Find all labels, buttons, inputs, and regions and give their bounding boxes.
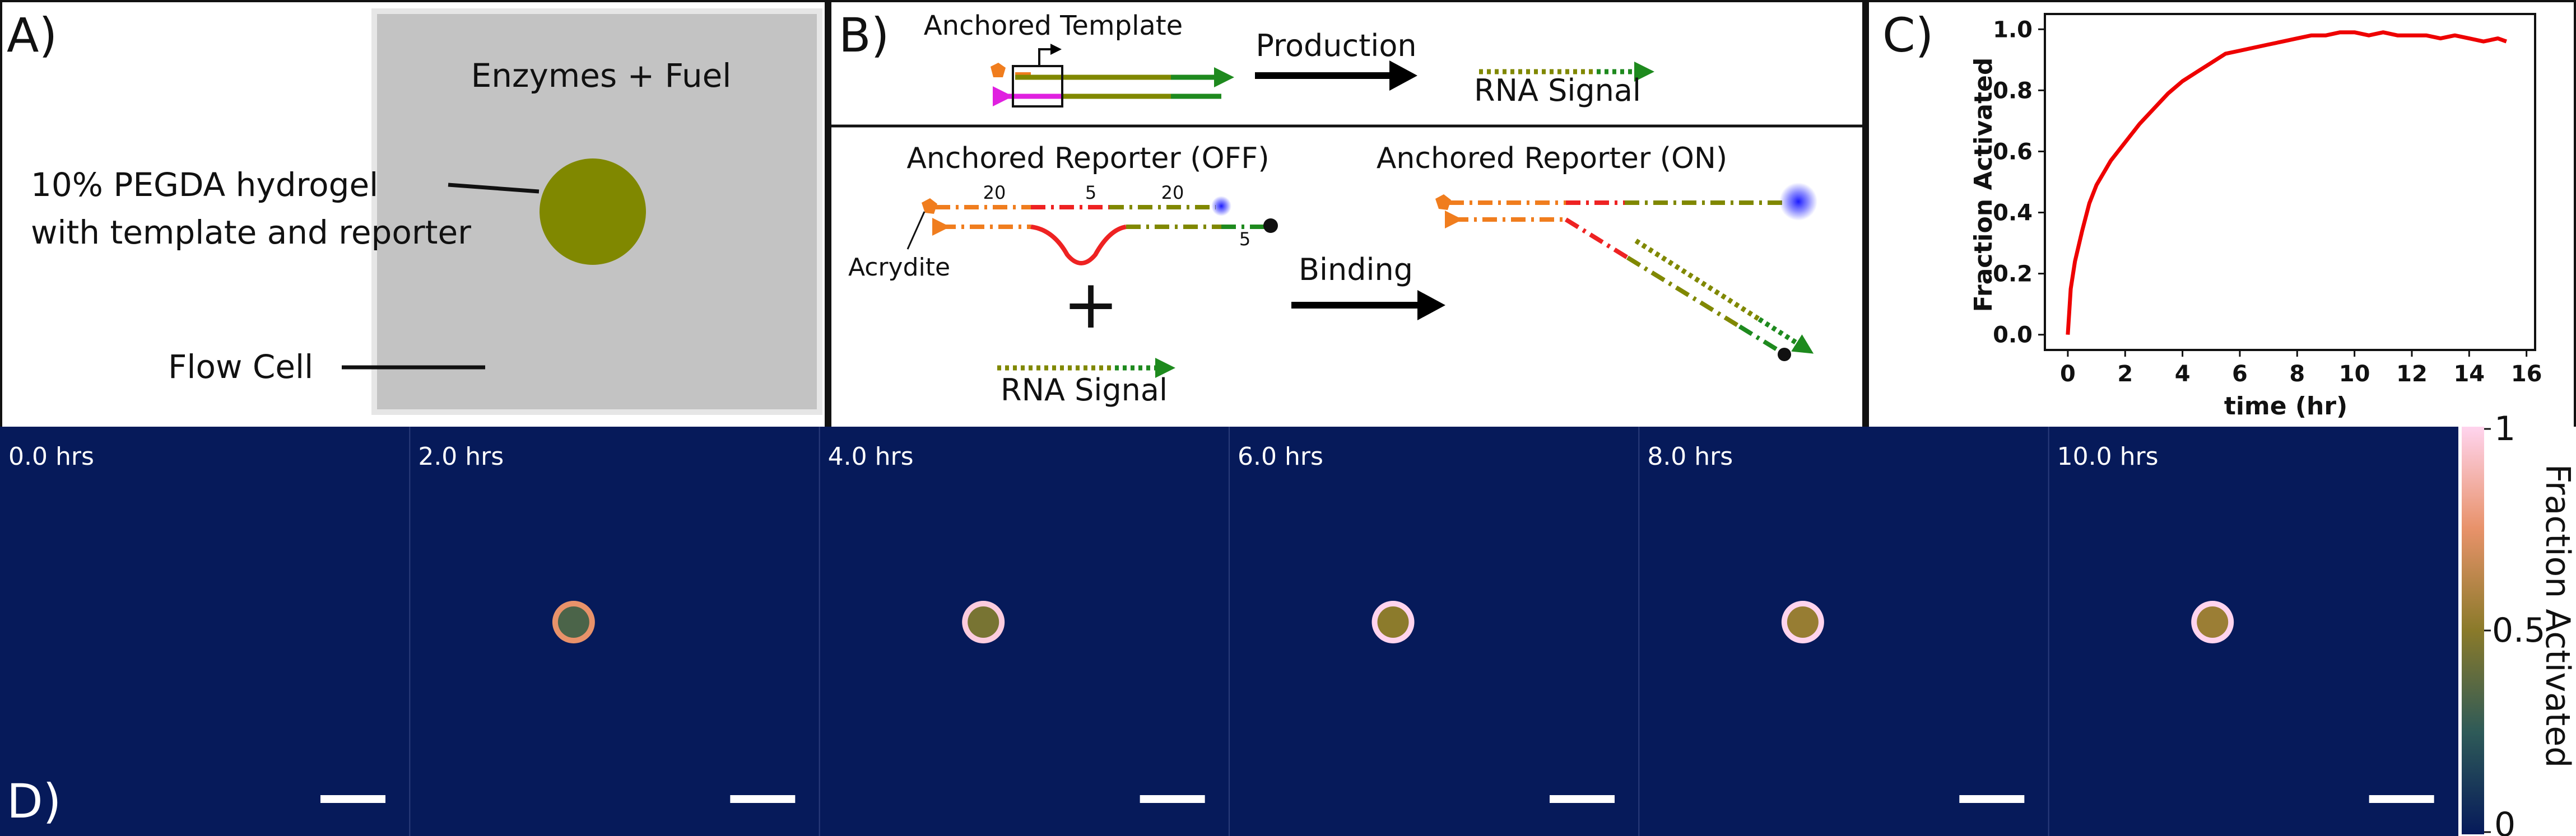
- domain-length-3: 20: [1161, 182, 1184, 203]
- reporter-off-title: Anchored Reporter (OFF): [906, 142, 1269, 175]
- x-tick-label: 6: [2232, 361, 2248, 387]
- production-label: Production: [1256, 28, 1416, 63]
- x-tick-label: 2: [2117, 361, 2133, 387]
- panel-d: 0.0 hrs 2.0 hrs 4.0 hrs 6.0 hrs 8.0 hrs 10.0 …: [0, 409, 2576, 836]
- reporter-on-fluorophore: [1779, 183, 1817, 221]
- template-title: Anchored Template: [924, 10, 1183, 41]
- y-tick-label: 0.8: [1993, 78, 2033, 104]
- binding-arrowhead: [1417, 290, 1445, 320]
- hydrogel-label-line1: 10% PEGDA hydrogel: [31, 166, 378, 204]
- hydrogel-label-line2: with template and reporter: [31, 213, 471, 251]
- timelapse-frames: 0.0 hrs 2.0 hrs 4.0 hrs 6.0 hrs 8.0 hrs 10.0 …: [8, 427, 2434, 836]
- hydrogel-bead-core: [1787, 606, 1819, 638]
- frame-time-label: 10.0 hrs: [2057, 442, 2159, 471]
- x-tick-label: 0: [2060, 361, 2076, 387]
- domain-length-1: 20: [983, 182, 1006, 203]
- x-tick-label: 8: [2289, 361, 2305, 387]
- scale-bar: [2369, 795, 2434, 803]
- frame-time-label: 2.0 hrs: [418, 442, 504, 471]
- scale-bar: [730, 795, 796, 803]
- reporter-on-bottom-seg2: [1564, 217, 1629, 260]
- hydrogel-bead-core: [1377, 606, 1409, 638]
- chart-x-ticks: 0 2 4 6 8 10 12 14 16: [2060, 350, 2542, 387]
- x-tick-label: 4: [2175, 361, 2191, 387]
- panel-b: B) Anchored Template Production RNA Sign…: [831, 8, 1862, 408]
- chart-y-ticks: 0.0 0.2 0.4 0.6 0.8 1.0: [1993, 17, 2045, 348]
- plus-sign: +: [1063, 266, 1119, 344]
- reporter-off-fluorophore: [1211, 196, 1231, 216]
- colorbar-tick-label-max: 1: [2494, 409, 2515, 449]
- x-tick-label: 14: [2453, 361, 2485, 387]
- hydrogel-bead: [540, 158, 646, 265]
- acrydite-leader-line: [906, 211, 926, 250]
- reporter-off-quencher: [1263, 218, 1278, 233]
- panel-b-letter: B): [839, 8, 889, 63]
- hydrogel-bead-core: [2197, 606, 2229, 638]
- hydrogel-bead-core: [968, 606, 999, 638]
- bound-rna-end: [1757, 317, 1814, 354]
- frame-time-label: 4.0 hrs: [828, 442, 914, 471]
- divider-a-b: [825, 0, 831, 427]
- bound-rna-strand: [1634, 239, 1761, 321]
- panel-c: C) 0.0 0.2 0.4 0.6 0.8 1.0 0 2 4 6 8 10 12 14 16 time…: [1882, 8, 2542, 421]
- scale-bar: [1959, 795, 2025, 803]
- reporter-on-title: Anchored Reporter (ON): [1377, 142, 1727, 175]
- colorbar-label: Fraction Activated: [2538, 464, 2576, 768]
- fraction-activated-line: [2066, 30, 2507, 335]
- y-tick-label: 0.6: [1993, 139, 2033, 165]
- divider-b-c: [1862, 0, 1869, 427]
- rna-signal-top-label: RNA Signal: [1474, 73, 1641, 108]
- rna-signal-bottom-label: RNA Signal: [1001, 372, 1168, 408]
- hydrogel-leader-line: [448, 183, 540, 194]
- production-arrowhead: [1389, 60, 1417, 91]
- flow-cell: [371, 8, 822, 415]
- hydrogel-bead-core: [557, 606, 589, 638]
- panel-a: A) Enzymes + Fuel 10% PEGDA hydrogel wit…: [7, 8, 822, 415]
- x-tick-label: 12: [2396, 361, 2428, 387]
- domain-length-4: 5: [1239, 228, 1250, 250]
- frame-time-label: 8.0 hrs: [1647, 442, 1733, 471]
- chart-x-label: time (hr): [2224, 392, 2347, 421]
- template-acrydite-icon: [991, 63, 1006, 77]
- colorbar-gradient: [2462, 427, 2484, 834]
- panel-a-letter: A): [7, 8, 57, 63]
- y-tick-label: 0.2: [1993, 261, 2033, 287]
- domain-length-2: 5: [1085, 182, 1096, 203]
- colorbar-tick-label-mid: 0.5: [2492, 611, 2545, 650]
- x-tick-label: 16: [2511, 361, 2542, 387]
- chart-y-label: Fraction Activated: [1969, 58, 1998, 312]
- promoter-box: [1012, 65, 1063, 108]
- colorbar-tick-label-min: 0: [2494, 805, 2515, 836]
- frame-time-label: 6.0 hrs: [1238, 442, 1323, 471]
- acrydite-label: Acrydite: [848, 253, 950, 282]
- y-tick-label: 0.0: [1993, 323, 2033, 348]
- y-tick-label: 0.4: [1993, 200, 2033, 226]
- frame-time-label: 0.0 hrs: [8, 442, 94, 471]
- reporter-on-quencher: [1778, 348, 1791, 361]
- reporter-on-bottom-seg4: [1738, 324, 1782, 354]
- reporter-off-loop: [1030, 225, 1127, 265]
- binding-label: Binding: [1299, 252, 1413, 287]
- y-tick-label: 1.0: [1993, 17, 2033, 43]
- chart-plot-area: [2044, 13, 2536, 351]
- scale-bar: [320, 795, 385, 803]
- reporter-on-bottom-seg3: [1626, 255, 1741, 329]
- panel-d-letter: D): [7, 774, 61, 829]
- flow-cell-label: Flow Cell: [168, 348, 313, 386]
- panel-c-letter: C): [1882, 8, 1933, 63]
- reporter-off-acrydite-icon: [922, 198, 937, 214]
- scale-bar: [1550, 795, 1615, 803]
- scale-bar: [1140, 795, 1205, 803]
- x-tick-label: 10: [2339, 361, 2370, 387]
- reporter-on-acrydite-icon: [1435, 194, 1451, 210]
- enzymes-fuel-label: Enzymes + Fuel: [471, 57, 732, 95]
- promoter-arrow-icon: [1038, 44, 1062, 66]
